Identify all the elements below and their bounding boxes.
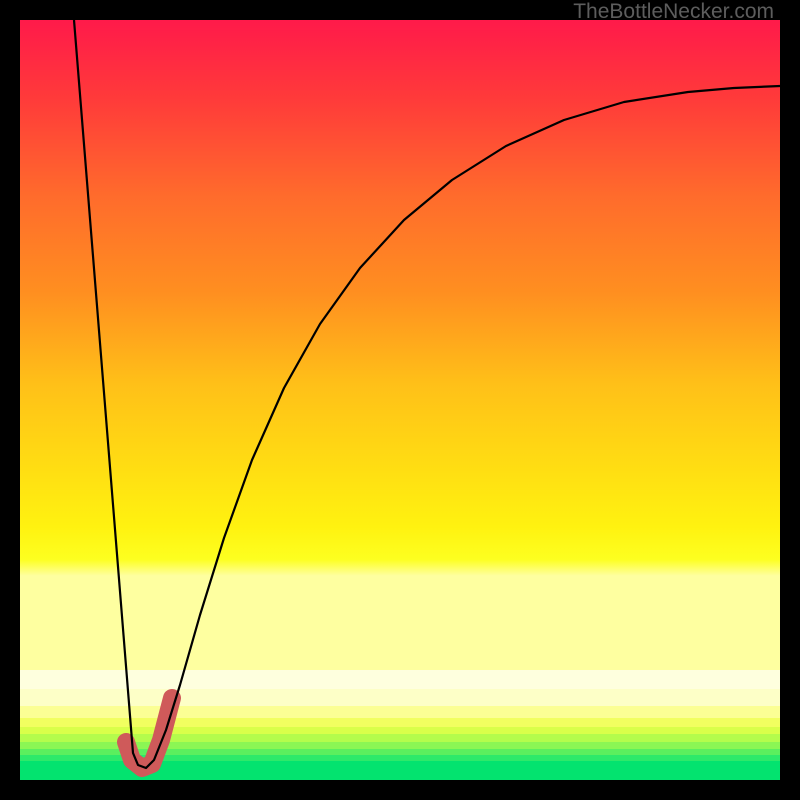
border-left xyxy=(0,0,20,800)
gradient-band xyxy=(20,718,780,727)
gradient-band xyxy=(20,734,780,742)
gradient-background xyxy=(20,20,780,670)
gradient-band xyxy=(20,670,780,689)
chart-frame: TheBottleNecker.com xyxy=(0,0,800,800)
gradient-band xyxy=(20,742,780,749)
gradient-band xyxy=(20,689,780,706)
watermark-text: TheBottleNecker.com xyxy=(573,0,774,24)
border-bottom xyxy=(0,780,800,800)
gradient-band xyxy=(20,727,780,735)
gradient-band xyxy=(20,706,780,717)
plot-area xyxy=(20,20,780,780)
gradient-band xyxy=(20,761,780,780)
border-right xyxy=(780,0,800,800)
